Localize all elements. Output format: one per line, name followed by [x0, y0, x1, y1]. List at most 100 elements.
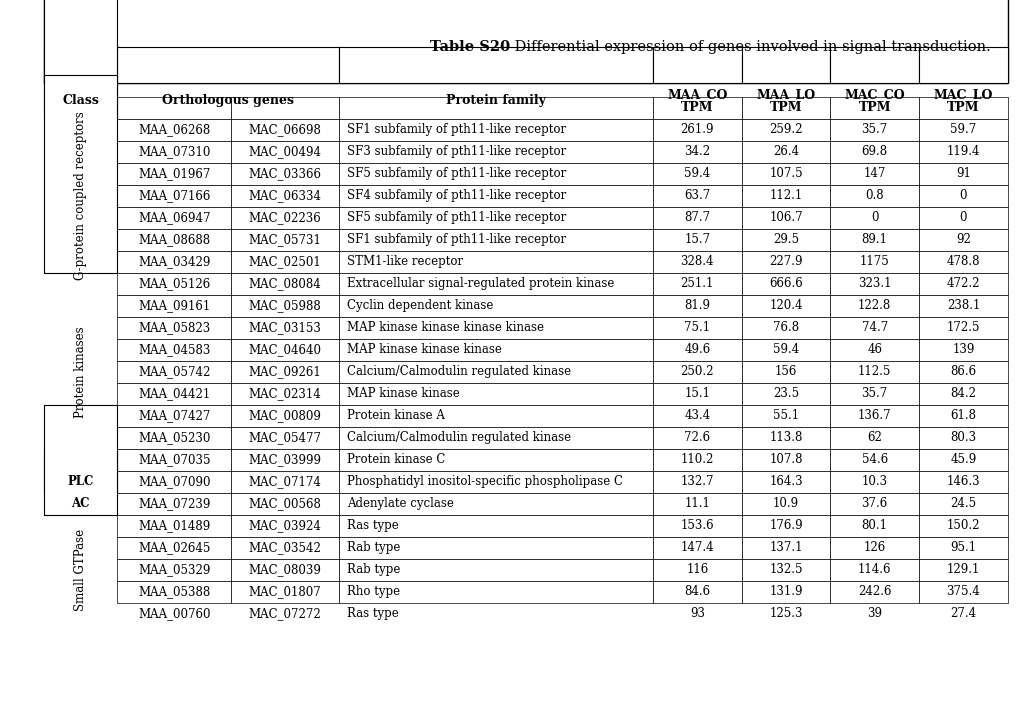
Text: MAA_06947: MAA_06947	[138, 211, 210, 225]
Bar	[117, 537, 230, 559]
Text: Rab type: Rab type	[346, 563, 399, 576]
Bar	[117, 163, 230, 185]
Bar	[117, 207, 230, 229]
Bar	[829, 119, 918, 141]
Bar	[230, 229, 339, 251]
Text: 91: 91	[955, 167, 970, 180]
Bar	[339, 361, 652, 383]
Text: PLC: PLC	[67, 475, 94, 488]
Text: Protein kinase A: Protein kinase A	[346, 409, 444, 423]
Text: 63.7: 63.7	[684, 189, 709, 202]
Text: Protein kinases: Protein kinases	[74, 326, 87, 418]
Text: 24.5: 24.5	[950, 498, 975, 510]
Text: 116: 116	[686, 563, 708, 576]
Text: 131.9: 131.9	[768, 585, 802, 598]
Bar	[339, 163, 652, 185]
Text: 323.1: 323.1	[857, 277, 891, 290]
Text: MAC_02501: MAC_02501	[249, 256, 321, 269]
Text: 112.5: 112.5	[857, 365, 891, 378]
Text: 75.1: 75.1	[684, 321, 709, 334]
Bar	[117, 96, 230, 119]
Bar	[652, 405, 741, 427]
Bar	[339, 537, 652, 559]
Text: MAC_07174: MAC_07174	[249, 475, 321, 488]
Bar	[918, 229, 1007, 251]
Bar	[918, 207, 1007, 229]
Text: 59.4: 59.4	[684, 167, 709, 180]
Text: MAA_06268: MAA_06268	[138, 123, 210, 136]
Bar	[918, 317, 1007, 339]
Text: 328.4: 328.4	[680, 256, 713, 269]
Text: 23.5: 23.5	[772, 387, 798, 400]
Text: 55.1: 55.1	[772, 409, 798, 423]
Text: 27.4: 27.4	[950, 607, 975, 621]
Bar	[117, 427, 230, 449]
Text: Rho type: Rho type	[346, 585, 399, 598]
Text: MAA_08688: MAA_08688	[138, 233, 210, 246]
Bar	[741, 339, 829, 361]
Text: 261.9: 261.9	[680, 123, 713, 136]
Text: MAC_06698: MAC_06698	[249, 123, 321, 136]
Text: 114.6: 114.6	[857, 563, 891, 576]
Bar	[652, 163, 741, 185]
Text: MAC_05988: MAC_05988	[249, 300, 321, 312]
Bar	[117, 515, 230, 537]
Bar	[339, 339, 652, 361]
Bar	[652, 427, 741, 449]
Bar	[741, 581, 829, 603]
Bar	[652, 471, 741, 492]
Bar	[44, 0, 117, 119]
Bar	[652, 515, 741, 537]
Text: MAA_07239: MAA_07239	[138, 498, 210, 510]
Text: MAA_07166: MAA_07166	[138, 189, 210, 202]
Bar	[652, 47, 741, 83]
Text: MAC_02314: MAC_02314	[249, 387, 321, 400]
Bar	[918, 141, 1007, 163]
Bar	[339, 515, 652, 537]
Bar	[918, 581, 1007, 603]
Text: 112.1: 112.1	[768, 189, 802, 202]
Bar	[339, 492, 652, 515]
Bar	[652, 339, 741, 361]
Bar	[117, 471, 230, 492]
Bar	[117, 47, 339, 83]
Text: 176.9: 176.9	[768, 519, 802, 532]
Text: SF5 subfamily of pth11-like receptor: SF5 subfamily of pth11-like receptor	[346, 167, 566, 180]
Text: MAC_08039: MAC_08039	[249, 563, 321, 576]
Text: 15.1: 15.1	[684, 387, 709, 400]
Text: MAP kinase kinase kinase: MAP kinase kinase kinase	[346, 343, 501, 356]
Bar	[741, 141, 829, 163]
Bar	[652, 361, 741, 383]
Bar	[230, 515, 339, 537]
Text: MAC_LO: MAC_LO	[932, 88, 993, 101]
Bar	[230, 141, 339, 163]
Text: 84.2: 84.2	[950, 387, 975, 400]
Bar	[829, 251, 918, 273]
Text: MAA_05329: MAA_05329	[138, 563, 210, 576]
Bar	[117, 119, 230, 141]
Text: 107.8: 107.8	[768, 454, 802, 467]
Bar	[339, 471, 652, 492]
Text: MAC_08084: MAC_08084	[249, 277, 321, 290]
Bar	[117, 361, 230, 383]
Text: 0: 0	[959, 211, 966, 225]
Bar	[829, 515, 918, 537]
Bar	[652, 251, 741, 273]
Bar	[230, 163, 339, 185]
Bar	[918, 515, 1007, 537]
Bar	[918, 96, 1007, 119]
Text: TPM: TPM	[858, 101, 890, 114]
Bar	[652, 96, 741, 119]
Text: 107.5: 107.5	[768, 167, 802, 180]
Text: Protein kinase C: Protein kinase C	[346, 454, 445, 467]
Text: 35.7: 35.7	[861, 123, 887, 136]
Bar	[44, 0, 1007, 83]
Bar	[230, 96, 339, 119]
Bar	[230, 273, 339, 294]
Text: 87.7: 87.7	[684, 211, 709, 225]
Bar	[117, 185, 230, 207]
Text: MAA_01489: MAA_01489	[138, 519, 210, 532]
Bar	[741, 471, 829, 492]
Bar	[918, 492, 1007, 515]
Bar	[918, 339, 1007, 361]
